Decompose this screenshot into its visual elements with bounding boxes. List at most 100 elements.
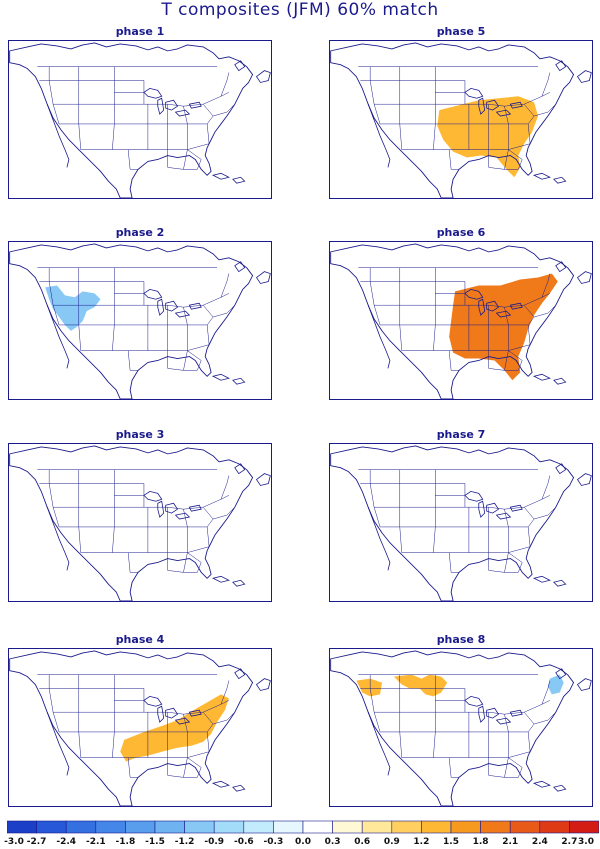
state-border <box>488 324 509 351</box>
state-border <box>49 674 80 689</box>
map-frame <box>8 648 272 807</box>
coastline-detail <box>555 463 567 475</box>
map-frame <box>329 443 593 602</box>
legend-swatch <box>361 820 393 834</box>
state-border <box>112 123 149 150</box>
state-border <box>399 712 436 733</box>
legend-swatch <box>184 820 215 834</box>
state-border <box>147 711 168 732</box>
state-border <box>488 711 509 732</box>
legend-tick-label: 2.4 <box>531 837 548 847</box>
state-border <box>52 712 80 733</box>
legend-tick-label: -2.1 <box>85 837 106 847</box>
coastline-detail <box>555 261 567 273</box>
coastline-detail <box>255 70 271 83</box>
color-legend <box>7 820 599 834</box>
state-border <box>370 66 401 81</box>
state-border <box>435 304 470 326</box>
state-border <box>508 123 531 150</box>
legend-swatch <box>273 820 304 834</box>
coastline-detail <box>532 575 551 583</box>
state-border <box>369 281 401 306</box>
legend-swatch <box>36 820 67 834</box>
state-border <box>433 731 470 758</box>
coastline-detail <box>464 490 484 502</box>
state-border <box>78 688 115 713</box>
state-border <box>114 483 145 496</box>
state-border <box>187 123 210 150</box>
state-border <box>373 104 401 125</box>
state-border <box>167 350 188 371</box>
state-border <box>167 757 188 778</box>
coastline-detail <box>367 507 391 571</box>
coastline-detail <box>532 373 551 381</box>
legend-tick-label: -1.5 <box>145 837 165 847</box>
coastline-detail <box>211 780 230 788</box>
state-border <box>541 680 551 705</box>
state-border <box>504 103 535 125</box>
legend-tick-label: 0.3 <box>324 837 341 847</box>
state-border <box>39 674 50 689</box>
coastline-detail <box>478 705 486 723</box>
state-border <box>433 526 470 553</box>
map-svg <box>330 445 592 601</box>
coastline-detail <box>143 288 163 300</box>
coastline-detail <box>165 502 179 514</box>
state-border <box>78 267 115 282</box>
anomaly-region-new-england <box>547 674 564 695</box>
state-border <box>203 293 229 306</box>
coastline-detail <box>232 176 246 184</box>
coastline-detail <box>509 504 523 512</box>
map-svg <box>330 650 592 806</box>
map-panel: phase 2 <box>8 227 272 400</box>
panel-title: phase 4 <box>115 633 165 646</box>
coastline-detail <box>576 271 592 284</box>
state-border <box>399 324 436 351</box>
legend-swatch <box>65 820 97 834</box>
map-panel: phase 7 <box>329 429 593 602</box>
state-border <box>78 123 115 150</box>
coastline-detail <box>495 109 512 117</box>
coastline-detail <box>46 712 70 776</box>
map-panel: phase 3 <box>8 429 272 602</box>
state-border <box>448 552 460 573</box>
legend-swatch <box>450 820 481 834</box>
map-svg <box>9 650 271 806</box>
state-border <box>220 273 230 298</box>
legend-swatch <box>391 820 422 834</box>
state-border <box>203 495 229 508</box>
state-border <box>52 305 80 326</box>
state-border <box>435 711 470 733</box>
coastline-detail <box>255 678 271 691</box>
state-border <box>504 552 523 573</box>
coastline <box>9 42 254 198</box>
coastline-detail <box>157 705 165 723</box>
coastline <box>330 243 575 399</box>
state-border <box>488 304 509 325</box>
state-border <box>187 731 210 758</box>
state-border <box>49 267 80 282</box>
state-border <box>399 526 436 553</box>
state-border <box>534 104 556 117</box>
state-border <box>183 506 214 528</box>
state-border <box>360 66 371 81</box>
state-border <box>167 552 188 573</box>
coastline-detail <box>157 500 165 518</box>
coastline-detail <box>555 60 567 72</box>
map-panel: phase 6 <box>329 227 593 400</box>
legend-tick-label: 3.0 <box>578 837 594 847</box>
state-border <box>399 66 436 81</box>
state-border <box>167 123 188 150</box>
state-border <box>52 104 80 125</box>
state-border <box>48 483 80 508</box>
state-border <box>213 712 235 725</box>
panel-title: phase 1 <box>115 25 165 38</box>
state-border <box>48 688 80 713</box>
state-border <box>48 281 80 306</box>
legend-tick-label: 0.9 <box>383 837 400 847</box>
state-border <box>488 552 509 573</box>
state-border <box>187 324 210 351</box>
state-border <box>39 267 50 282</box>
state-border <box>127 350 139 371</box>
state-border <box>147 526 168 553</box>
